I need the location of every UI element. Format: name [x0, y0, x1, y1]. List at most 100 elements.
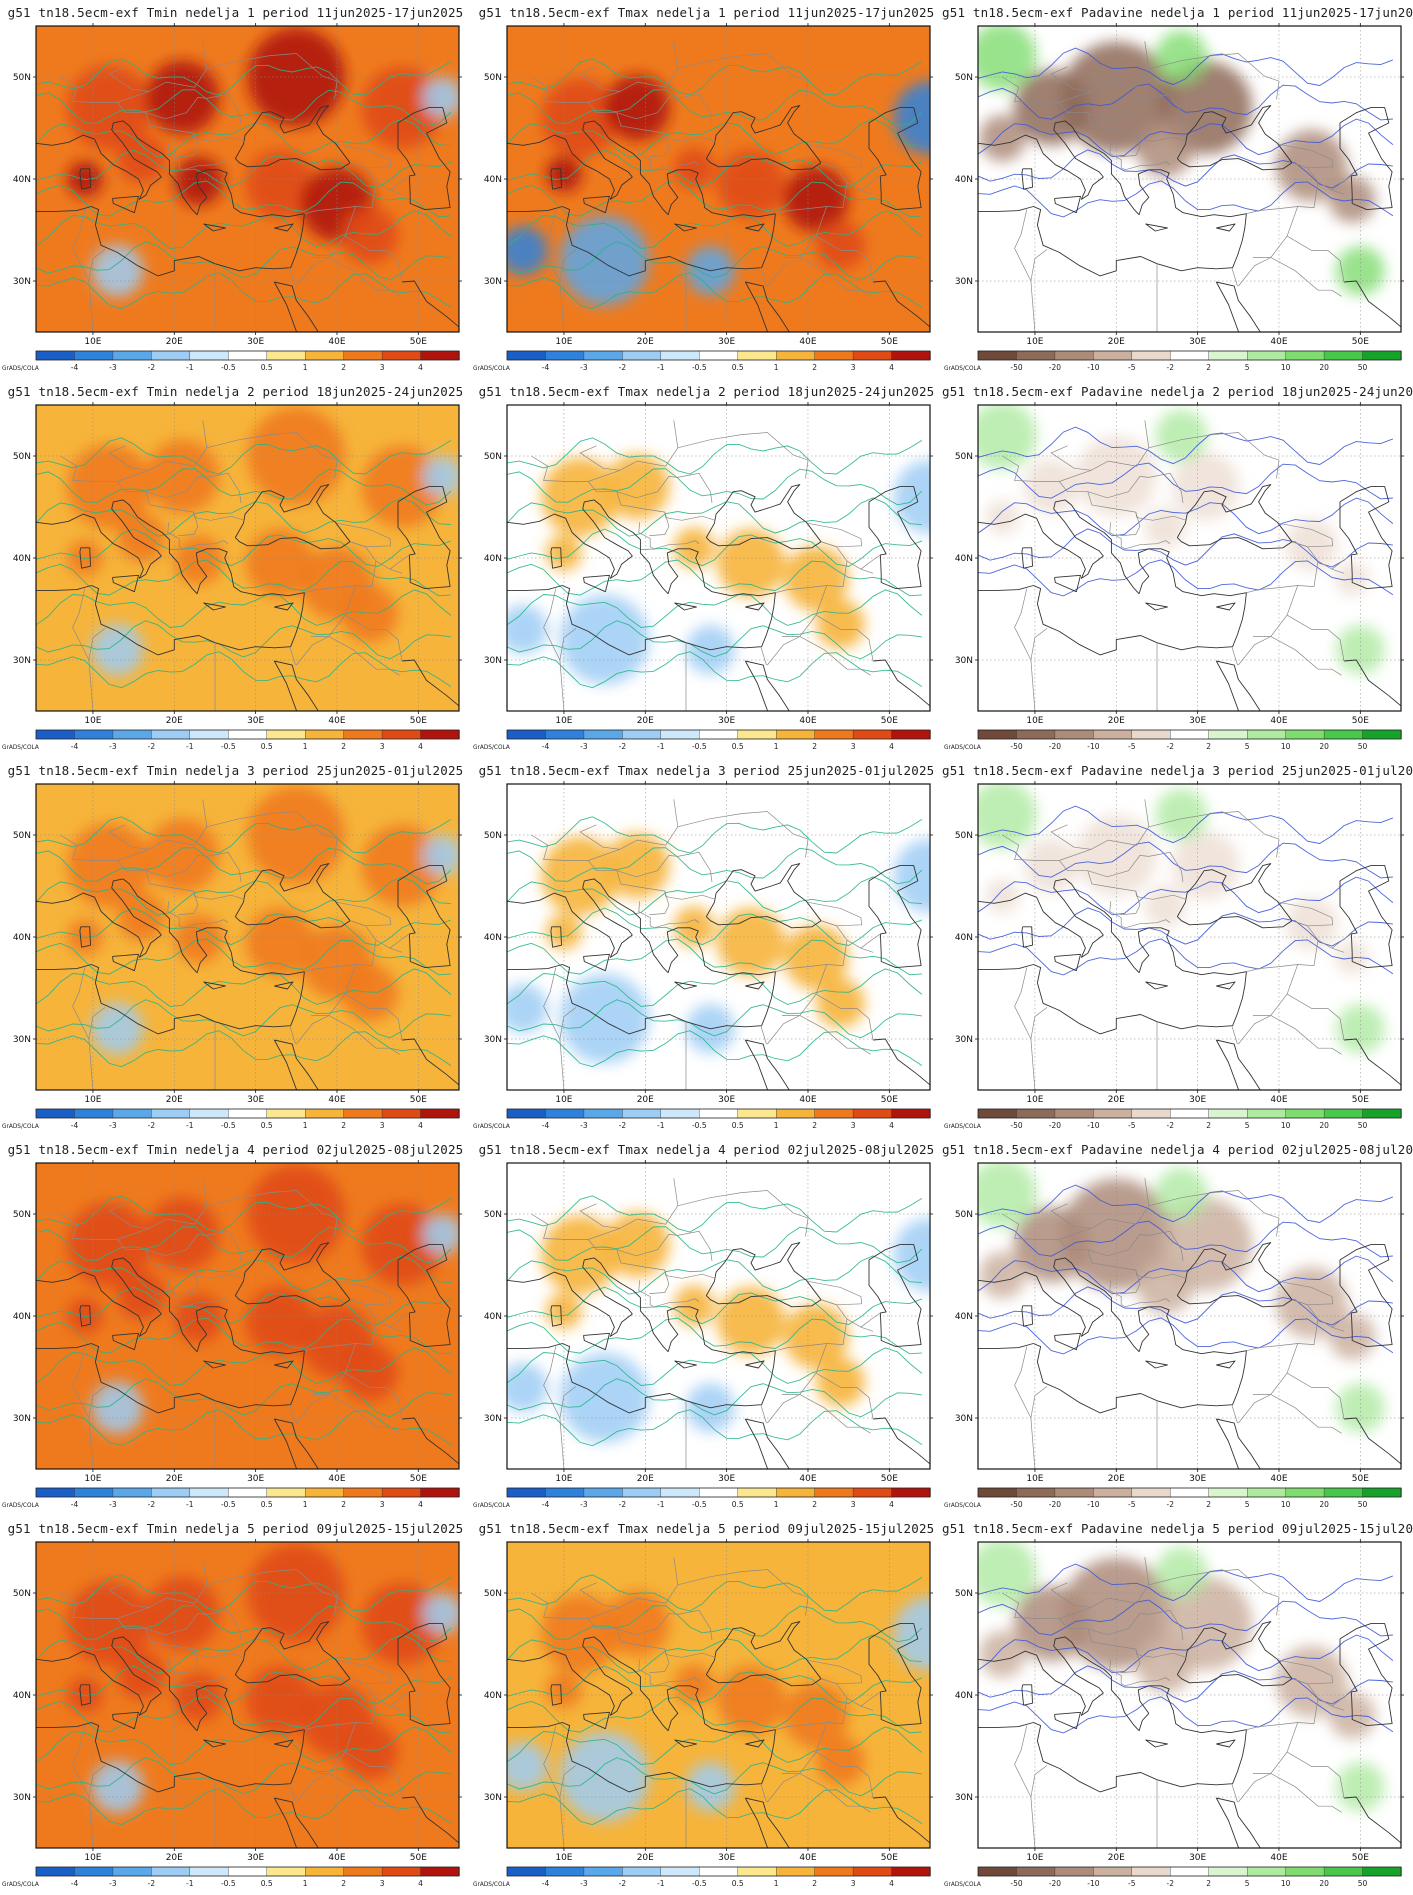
- color-bar-swatch: [545, 729, 585, 740]
- color-bar-swatch: [305, 1108, 345, 1119]
- climatology-contours: [507, 1574, 923, 1826]
- color-bar-swatch: [583, 1866, 624, 1877]
- lon-tick-label: 40E: [799, 716, 816, 726]
- axis-ticks: 10E 20E 30E 40E 50E 50N 40N 30N: [955, 1160, 1404, 1484]
- color-bar-label: 4: [418, 1500, 423, 1509]
- color-bar-label: -3: [109, 1121, 117, 1130]
- contour-line: [507, 816, 923, 854]
- color-bar-swatch: [737, 350, 777, 361]
- color-bar-swatch: [1247, 1108, 1287, 1119]
- color-bar-swatch: [1208, 1108, 1248, 1119]
- color-bar-swatch: [1054, 350, 1095, 361]
- map-svg: 10E 20E 30E 40E 50E 50N 40N 30N -4 -3 -2 -1 -0.5 0.5 1…: [2, 1160, 462, 1509]
- coastlines: [978, 1621, 1401, 1848]
- climatology-contours: [507, 1195, 923, 1447]
- contour-line: [978, 841, 1393, 879]
- contour-line: [36, 1665, 452, 1704]
- color-bar: -50 -20 -10 -5 -2 2 5 10 20 50 GrADS/COLA: [944, 350, 1402, 372]
- panel-title: g51 tn18.5ecm-exf Tmax nedelja 1 period …: [478, 5, 935, 20]
- map-svg: 10E 20E 30E 40E 50E 50N 40N 30N -4 -3 -2 -1 -0.5 0.5 1…: [473, 23, 933, 372]
- warm-anomaly-region: [145, 818, 219, 893]
- contour-line: [978, 876, 1394, 916]
- color-bar-swatch: [35, 350, 76, 361]
- color-bar-swatch: [420, 729, 460, 740]
- lat-tick-label: 50N: [955, 73, 973, 83]
- cool-anomaly-region: [507, 225, 548, 275]
- grads-credit: GrADS/COLA: [473, 366, 510, 372]
- color-bar: -50 -20 -10 -5 -2 2 5 10 20 50 GrADS/COLA: [944, 729, 1402, 751]
- contour-line: [507, 1574, 923, 1612]
- color-bar-swatch: [583, 1108, 624, 1119]
- color-bar-swatch: [506, 350, 547, 361]
- warm-anomaly-region: [783, 924, 849, 990]
- coastlines: [36, 484, 459, 711]
- color-bar-swatch: [852, 1487, 893, 1498]
- lon-tick-label: 10E: [1026, 1474, 1043, 1484]
- color-bar-swatch: [977, 1487, 1018, 1498]
- dry-anomaly-region: [1285, 897, 1338, 950]
- color-bar-swatch: [814, 729, 854, 740]
- contour-line: [36, 651, 452, 689]
- lat-tick-label: 50N: [13, 452, 31, 462]
- panel-title: g51 tn18.5ecm-exf Padavine nedelja 4 per…: [942, 1142, 1413, 1157]
- contour-line: [36, 1378, 451, 1418]
- color-bar-label: -0.5: [221, 1879, 236, 1888]
- color-bar-swatch: [1323, 729, 1364, 740]
- country-borders: [60, 41, 410, 332]
- dry-anomaly-region: [1285, 518, 1338, 571]
- color-bar-label: -3: [580, 1500, 588, 1509]
- color-bar-swatch: [266, 1487, 306, 1498]
- color-bar-label: -10: [1087, 1121, 1099, 1130]
- warm-anomaly-region: [66, 1202, 152, 1287]
- lon-tick-label: 30E: [1189, 1853, 1206, 1863]
- color-bar-label: -20: [1049, 1500, 1061, 1509]
- cool-anomaly-region: [893, 460, 930, 534]
- lon-tick-label: 40E: [1270, 716, 1287, 726]
- contour-line: [978, 462, 1393, 500]
- color-bar-label: -1: [186, 1500, 194, 1509]
- lon-tick-label: 10E: [1026, 1095, 1043, 1105]
- climatology-contours: [36, 437, 452, 689]
- color-bar-label: -2: [148, 742, 156, 751]
- color-bar-label: 0.5: [261, 1121, 273, 1130]
- lon-tick-label: 30E: [718, 337, 735, 347]
- color-bar-swatch: [35, 1487, 76, 1498]
- color-bar-swatch: [699, 1866, 739, 1877]
- contour-line: [36, 468, 452, 506]
- axis-ticks: 10E 20E 30E 40E 50E 50N 40N 30N: [13, 781, 462, 1105]
- color-bar: -4 -3 -2 -1 -0.5 0.5 1 2 3 4 GrADS/COLA: [473, 1108, 931, 1130]
- warm-anomaly-region: [546, 155, 582, 192]
- color-bar-label: 1: [774, 1879, 779, 1888]
- color-bar-swatch: [151, 1487, 191, 1498]
- color-bar-swatch: [622, 1866, 662, 1877]
- color-bar-label: -2: [619, 1500, 627, 1509]
- contour-line: [978, 1634, 1394, 1674]
- contour-line: [36, 620, 451, 660]
- warm-anomaly-region: [66, 65, 152, 150]
- color-bar-label: 2: [341, 1121, 346, 1130]
- contour-line: [36, 847, 452, 885]
- lon-tick-label: 50E: [1352, 1474, 1369, 1484]
- color-bar-swatch: [1208, 1866, 1248, 1877]
- color-bar-swatch: [814, 350, 854, 361]
- color-bar-label: -1: [186, 363, 194, 372]
- color-bar-label: 50: [1358, 742, 1368, 751]
- country-borders: [60, 1557, 410, 1848]
- lon-tick-label: 40E: [328, 1853, 345, 1863]
- country-borders: [60, 420, 410, 711]
- color-bar-label: 20: [1319, 742, 1329, 751]
- color-bar-swatch: [1362, 729, 1402, 740]
- color-bar-swatch: [228, 1108, 268, 1119]
- color-bar-swatch: [814, 1108, 854, 1119]
- contour-line: [507, 1378, 922, 1418]
- color-bar-label: -3: [580, 363, 588, 372]
- color-bar-swatch: [583, 350, 624, 361]
- color-bar-swatch: [151, 1108, 191, 1119]
- lon-tick-label: 30E: [1189, 1095, 1206, 1105]
- wet-anomaly-region: [1155, 788, 1208, 841]
- color-bar-swatch: [622, 350, 662, 361]
- color-bar-label: -2: [1167, 1879, 1175, 1888]
- color-bar-label: 5: [1245, 1121, 1250, 1130]
- warm-anomaly-region: [66, 1581, 152, 1666]
